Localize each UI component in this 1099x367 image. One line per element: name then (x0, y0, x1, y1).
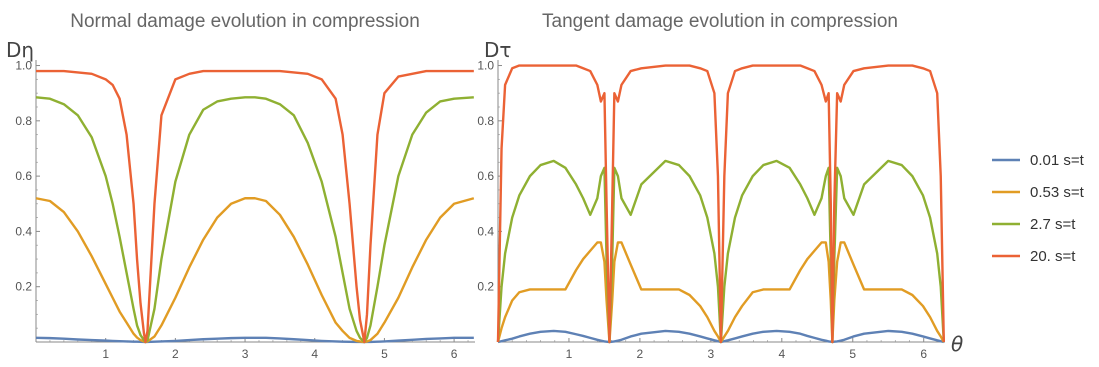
normal-damage-chart: Normal damage evolution in compression D… (6, 11, 475, 361)
tick-labels: 1 2 3 4 5 6 0.2 0.4 0.6 0.8 1.0 (15, 59, 469, 361)
x-tick-label: 3 (242, 347, 249, 361)
x-tick-label: 5 (849, 347, 856, 361)
series-line (35, 336, 474, 344)
y-tick-label: 0.6 (477, 169, 494, 183)
y-tick-label: 0.8 (15, 114, 32, 128)
x-tick-label: 1 (102, 347, 109, 361)
tangent-damage-chart: Tangent damage evolution in compression … (477, 11, 963, 361)
y-tick-label: 0.2 (477, 280, 494, 294)
x-axis-label: θ (951, 332, 963, 356)
legend-item: 0.53 s=t (992, 184, 1085, 201)
x-tick-label: 4 (311, 347, 318, 361)
legend-item: 20. s=t (992, 248, 1076, 265)
y-axis-label: Dη (6, 38, 34, 62)
series-line (35, 96, 474, 344)
y-tick-label: 0.6 (15, 169, 32, 183)
legend-label: 20. s=t (1030, 248, 1076, 265)
tick-labels: 1 2 3 4 5 6 0.2 0.4 0.6 0.8 1.0 (477, 59, 939, 361)
series-line (35, 197, 475, 344)
x-tick-label: 1 (566, 347, 573, 361)
x-tick-label: 6 (451, 347, 458, 361)
y-tick-label: 0.8 (477, 114, 494, 128)
y-tick-label: 0.4 (477, 224, 494, 238)
y-tick-label: 0.2 (15, 280, 32, 294)
legend-item: 2.7 s=t (992, 216, 1076, 233)
x-tick-label: 3 (708, 347, 715, 361)
series-lines (496, 64, 946, 344)
y-tick-label: 1.0 (477, 59, 494, 73)
legend-label: 0.01 s=t (1030, 152, 1085, 169)
y-tick-label: 0.4 (15, 224, 32, 238)
x-tick-label: 5 (381, 347, 388, 361)
legend-item: 0.01 s=t (992, 152, 1085, 169)
legend-label: 0.53 s=t (1030, 184, 1085, 201)
series-lines (35, 69, 475, 344)
x-tick-label: 4 (778, 347, 785, 361)
x-tick-label: 6 (920, 347, 927, 361)
series-line (36, 69, 474, 344)
legend-label: 2.7 s=t (1030, 216, 1076, 233)
x-tick-label: 2 (637, 347, 644, 361)
legend: 0.01 s=t 0.53 s=t 2.7 s=t 20. s=t (992, 152, 1085, 265)
chart-title: Tangent damage evolution in compression (542, 11, 898, 32)
series-line (496, 64, 946, 344)
x-tick-label: 2 (172, 347, 179, 361)
chart-title: Normal damage evolution in compression (70, 11, 420, 32)
y-tick-label: 1.0 (15, 59, 32, 73)
y-axis-label: Dτ (484, 38, 511, 62)
